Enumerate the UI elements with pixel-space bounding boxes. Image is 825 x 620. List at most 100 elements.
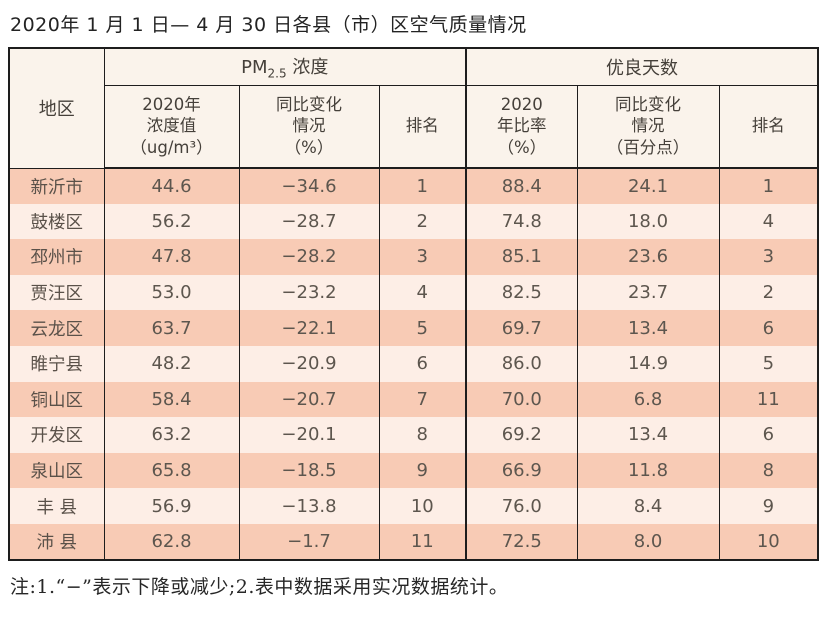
good-ratio-cell: 66.9 — [465, 452, 578, 489]
column-header-good-change: 同比变化 情况 （百分点） — [576, 85, 720, 169]
table-body: 新沂市 44.6 −34.6 1 88.4 24.1 1 鼓楼区 56.2 −2… — [8, 168, 819, 560]
good-change-cell: 8.0 — [576, 523, 720, 560]
pm25-label-prefix: PM — [241, 56, 268, 78]
table-row: 铜山区 58.4 −20.7 7 70.0 6.8 11 — [8, 381, 819, 418]
pm25-label-suffix: 浓度 — [286, 56, 329, 78]
table-row: 邳州市 47.8 −28.2 3 85.1 23.6 3 — [8, 239, 819, 275]
region-cell: 新沂市 — [8, 168, 105, 204]
good-ratio-cell: 76.0 — [465, 488, 578, 524]
good-change-cell: 24.1 — [576, 168, 720, 204]
region-cell: 贾汪区 — [8, 274, 105, 311]
pm-value-cell: 63.2 — [103, 417, 240, 453]
region-cell: 鼓楼区 — [8, 203, 105, 240]
good-ratio-cell: 86.0 — [465, 345, 578, 382]
pm-rank-cell: 9 — [378, 452, 467, 489]
pm-change-cell: −1.7 — [238, 523, 380, 560]
region-cell: 泉山区 — [8, 452, 105, 489]
good-ratio-cell: 69.2 — [465, 417, 578, 453]
good-change-cell: 14.9 — [576, 345, 720, 382]
pm-change-cell: −28.2 — [238, 239, 380, 275]
good-rank-cell: 4 — [718, 203, 819, 240]
table-row: 新沂市 44.6 −34.6 1 88.4 24.1 1 — [8, 168, 819, 204]
good-rank-cell: 6 — [718, 417, 819, 453]
pm-rank-cell: 4 — [378, 274, 467, 311]
pm-value-cell: 47.8 — [103, 239, 240, 275]
good-change-cell: 11.8 — [576, 452, 720, 489]
region-cell: 沛 县 — [8, 523, 105, 560]
pm-value-cell: 56.9 — [103, 488, 240, 524]
column-header-pm-rank: 排名 — [378, 85, 467, 169]
pm25-label-subscript: 2.5 — [267, 66, 287, 81]
column-header-good-rank: 排名 — [718, 85, 819, 169]
column-header-region: 地区 — [8, 48, 105, 169]
pm-change-cell: −22.1 — [238, 310, 380, 346]
region-cell: 开发区 — [8, 417, 105, 453]
pm-change-cell: −20.1 — [238, 417, 380, 453]
pm-rank-cell: 11 — [378, 523, 467, 560]
pm-value-cell: 48.2 — [103, 345, 240, 382]
pm-change-cell: −20.9 — [238, 345, 380, 382]
page-title: 2020年 1 月 1 日— 4 月 30 日各县（市）区空气质量情况 — [10, 14, 527, 36]
good-change-cell: 23.7 — [576, 274, 720, 311]
good-rank-cell: 11 — [718, 381, 819, 418]
pm-rank-cell: 6 — [378, 345, 467, 382]
pm-change-cell: −28.7 — [238, 203, 380, 240]
table-row: 云龙区 63.7 −22.1 5 69.7 13.4 6 — [8, 310, 819, 346]
pm-change-cell: −34.6 — [238, 168, 380, 204]
pm-rank-cell: 10 — [378, 488, 467, 524]
table-row: 开发区 63.2 −20.1 8 69.2 13.4 6 — [8, 417, 819, 453]
pm-change-cell: −13.8 — [238, 488, 380, 524]
good-ratio-cell: 69.7 — [465, 310, 578, 346]
good-ratio-cell: 72.5 — [465, 523, 578, 560]
good-change-cell: 18.0 — [576, 203, 720, 240]
column-header-pm-change: 同比变化 情况 （%） — [238, 85, 380, 169]
good-change-cell: 13.4 — [576, 310, 720, 346]
table-row: 丰 县 56.9 −13.8 10 76.0 8.4 9 — [8, 488, 819, 524]
pm-value-cell: 58.4 — [103, 381, 240, 418]
pm-change-cell: −23.2 — [238, 274, 380, 311]
good-rank-cell: 3 — [718, 239, 819, 275]
good-change-cell: 13.4 — [576, 417, 720, 453]
column-header-pm-value: 2020年 浓度值 （ug/m³） — [103, 85, 240, 169]
good-rank-cell: 10 — [718, 523, 819, 560]
pm-rank-cell: 7 — [378, 381, 467, 418]
column-header-good-ratio: 2020 年比率 （%） — [465, 85, 578, 169]
good-ratio-cell: 74.8 — [465, 203, 578, 240]
table-row: 沛 县 62.8 −1.7 11 72.5 8.0 10 — [8, 523, 819, 560]
column-group-good-days: 优良天数 — [465, 48, 819, 86]
good-rank-cell: 1 — [718, 168, 819, 204]
pm-value-cell: 44.6 — [103, 168, 240, 204]
pm-value-cell: 53.0 — [103, 274, 240, 311]
pm-change-cell: −18.5 — [238, 452, 380, 489]
pm-rank-cell: 8 — [378, 417, 467, 453]
region-cell: 铜山区 — [8, 381, 105, 418]
good-ratio-cell: 85.1 — [465, 239, 578, 275]
table-row: 贾汪区 53.0 −23.2 4 82.5 23.7 2 — [8, 274, 819, 311]
good-rank-cell: 6 — [718, 310, 819, 346]
pm-value-cell: 63.7 — [103, 310, 240, 346]
region-cell: 睢宁县 — [8, 345, 105, 382]
good-ratio-cell: 70.0 — [465, 381, 578, 418]
good-rank-cell: 2 — [718, 274, 819, 311]
good-rank-cell: 9 — [718, 488, 819, 524]
pm-rank-cell: 1 — [378, 168, 467, 204]
pm-change-cell: −20.7 — [238, 381, 380, 418]
good-rank-cell: 5 — [718, 345, 819, 382]
pm-value-cell: 56.2 — [103, 203, 240, 240]
table-header: 地区 PM2.5 浓度 优良天数 2020年 浓度值 （ug/m³） 同比变化 … — [8, 48, 819, 169]
column-group-pm25: PM2.5 浓度 — [103, 48, 467, 86]
pm-value-cell: 62.8 — [103, 523, 240, 560]
table-row: 睢宁县 48.2 −20.9 6 86.0 14.9 5 — [8, 345, 819, 382]
good-rank-cell: 8 — [718, 452, 819, 489]
good-change-cell: 23.6 — [576, 239, 720, 275]
table-row: 泉山区 65.8 −18.5 9 66.9 11.8 8 — [8, 452, 819, 489]
pm-rank-cell: 5 — [378, 310, 467, 346]
pm-value-cell: 65.8 — [103, 452, 240, 489]
region-cell: 邳州市 — [8, 239, 105, 275]
region-cell: 丰 县 — [8, 488, 105, 524]
table-row: 鼓楼区 56.2 −28.7 2 74.8 18.0 4 — [8, 203, 819, 240]
region-cell: 云龙区 — [8, 310, 105, 346]
pm-rank-cell: 2 — [378, 203, 467, 240]
good-change-cell: 8.4 — [576, 488, 720, 524]
